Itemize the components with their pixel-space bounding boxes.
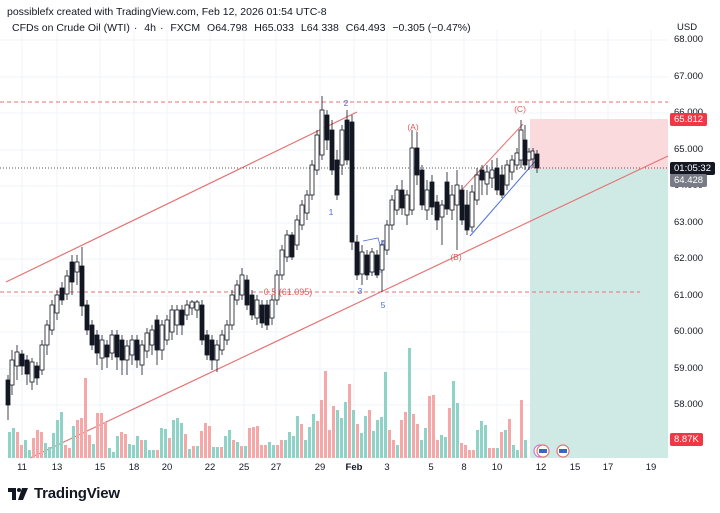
interval[interactable]: 4h — [144, 22, 156, 34]
entry-price-tag: 64.428 — [670, 174, 708, 187]
exchange: FXCM — [170, 22, 201, 34]
ohlc-high: H65.033 — [254, 22, 294, 34]
wedge-upper-line — [455, 123, 524, 197]
wave-3-label: 3 — [357, 286, 363, 296]
price-chart-svg[interactable] — [0, 16, 720, 476]
tradingview-logo-icon — [8, 487, 28, 500]
price-tick: 58.000 — [674, 399, 704, 410]
wave-a-label: (A) — [407, 122, 419, 132]
ohlc-change: −0.305 (−0.47%) — [392, 22, 471, 34]
ohlc-close: C64.493 — [345, 22, 386, 34]
time-tick: 15 — [94, 462, 106, 473]
time-tick: 10 — [491, 462, 503, 473]
time-tick: 25 — [238, 462, 250, 473]
wave-1-label: 1 — [328, 207, 334, 217]
chart-pane[interactable]: 2 1 3 4 5 (A) (B) (C) 0.5 (61.095) 68.00… — [0, 16, 720, 476]
time-tick: 15 — [569, 462, 581, 473]
time-tick: 5 — [428, 462, 434, 473]
volume-tag: 8.87K — [670, 433, 703, 446]
upper-channel-line — [5, 111, 358, 283]
price-tick: 66.000 — [674, 107, 703, 118]
wave-5-label: 5 — [380, 300, 386, 310]
stop-loss-zone — [530, 119, 668, 169]
price-tick: 67.000 — [674, 71, 704, 82]
time-tick: 13 — [51, 462, 63, 473]
time-tick: 8 — [461, 462, 467, 473]
price-tick: 62.000 — [674, 253, 704, 264]
wave-2-label: 2 — [343, 98, 349, 108]
time-tick: 20 — [161, 462, 173, 473]
price-tick: 60.000 — [674, 326, 704, 337]
ohlc-open: O64.798 — [207, 22, 248, 34]
tradingview-logo[interactable]: TradingView — [8, 485, 120, 502]
bar-countdown-tag: 01:05:32 — [670, 162, 715, 175]
time-tick: 3 — [384, 462, 390, 473]
ohlc-low: L64.338 — [300, 22, 339, 34]
take-profit-zone — [530, 169, 668, 458]
price-tick: 68.000 — [674, 34, 704, 45]
time-tick: 22 — [204, 462, 216, 473]
fib-level-label: 0.5 (61.095) — [263, 287, 313, 297]
economic-event-icons — [533, 444, 570, 458]
stop-loss-price-tag: 65.812 — [670, 113, 708, 126]
currency-label: USD — [677, 22, 698, 33]
wave-4-label: 4 — [380, 238, 386, 248]
time-tick: 17 — [602, 462, 614, 473]
time-tick: 27 — [270, 462, 282, 473]
time-tick: 19 — [645, 462, 657, 473]
time-tick: 11 — [17, 462, 27, 473]
price-tick: 63.000 — [674, 217, 704, 228]
wedge-lower-line — [469, 157, 539, 237]
price-tick: 65.000 — [674, 144, 704, 155]
tradingview-logo-text: TradingView — [34, 485, 120, 502]
attribution-text: possiblefx created with TradingView.com,… — [7, 6, 327, 18]
candlesticks — [5, 96, 540, 420]
wave-c-label: (C) — [514, 104, 526, 114]
price-tick: 61.000 — [674, 290, 704, 301]
time-tick-month: Feb — [345, 462, 363, 473]
price-tick: 59.000 — [674, 363, 704, 374]
time-tick: 12 — [535, 462, 547, 473]
time-tick: 29 — [314, 462, 326, 473]
lower-channel-line — [29, 155, 669, 459]
volume-bars — [8, 348, 527, 458]
time-tick: 18 — [128, 462, 140, 473]
wave-b-label: (B) — [450, 252, 462, 262]
